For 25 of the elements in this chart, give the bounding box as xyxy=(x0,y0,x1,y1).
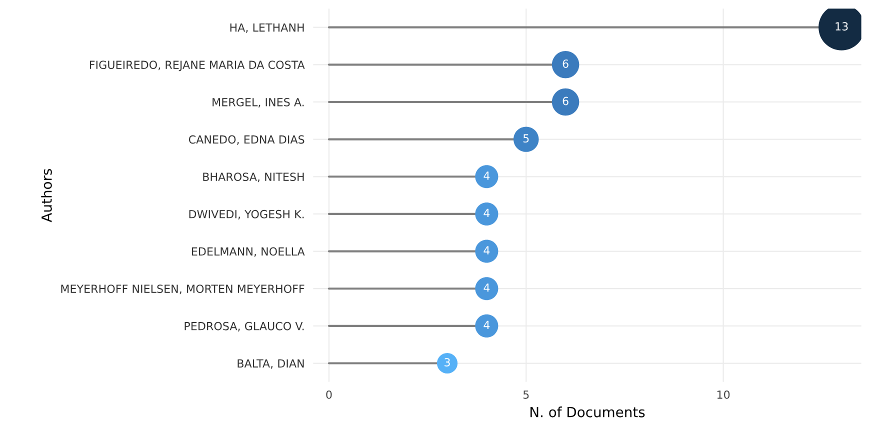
y-tick-label: MEYERHOFF NIELSEN, MORTEN MEYERHOFF xyxy=(61,284,304,294)
y-tick-label: MERGEL, INES A. xyxy=(212,98,304,108)
x-tick-label: 10 xyxy=(717,390,730,399)
data-label: 6 xyxy=(562,96,568,106)
y-tick-label: HA, LETHANH xyxy=(230,23,304,33)
data-label: 5 xyxy=(523,134,529,143)
y-tick-label: BHAROSA, NITESH xyxy=(203,172,304,182)
data-label: 4 xyxy=(484,320,490,329)
data-label: 13 xyxy=(836,22,848,31)
data-label: 4 xyxy=(484,284,490,292)
data-label: 3 xyxy=(444,358,450,366)
y-tick-label: FIGUEIREDO, REJANE MARIA DA COSTA xyxy=(90,60,305,72)
y-tick-label: EDELMANN, NOELLA xyxy=(192,247,305,257)
y-tick-label: CANEDO, EDNA DIAS xyxy=(188,135,304,145)
y-tick-label: PEDROSA, GLAUCO V. xyxy=(184,322,304,332)
y-tick-label: BALTA, DIAN xyxy=(238,359,304,369)
x-tick-label: 5 xyxy=(523,390,529,399)
x-axis-title: N. of Documents xyxy=(530,406,645,418)
x-tick-label: 0 xyxy=(326,390,332,399)
data-label: 4 xyxy=(484,172,490,180)
data-label: 6 xyxy=(562,59,568,68)
data-label: 4 xyxy=(484,208,490,218)
y-axis-title: Authors xyxy=(41,168,52,222)
y-tick-label: DWIVEDI, YOGESH K. xyxy=(189,210,304,220)
data-label: 4 xyxy=(484,246,490,254)
